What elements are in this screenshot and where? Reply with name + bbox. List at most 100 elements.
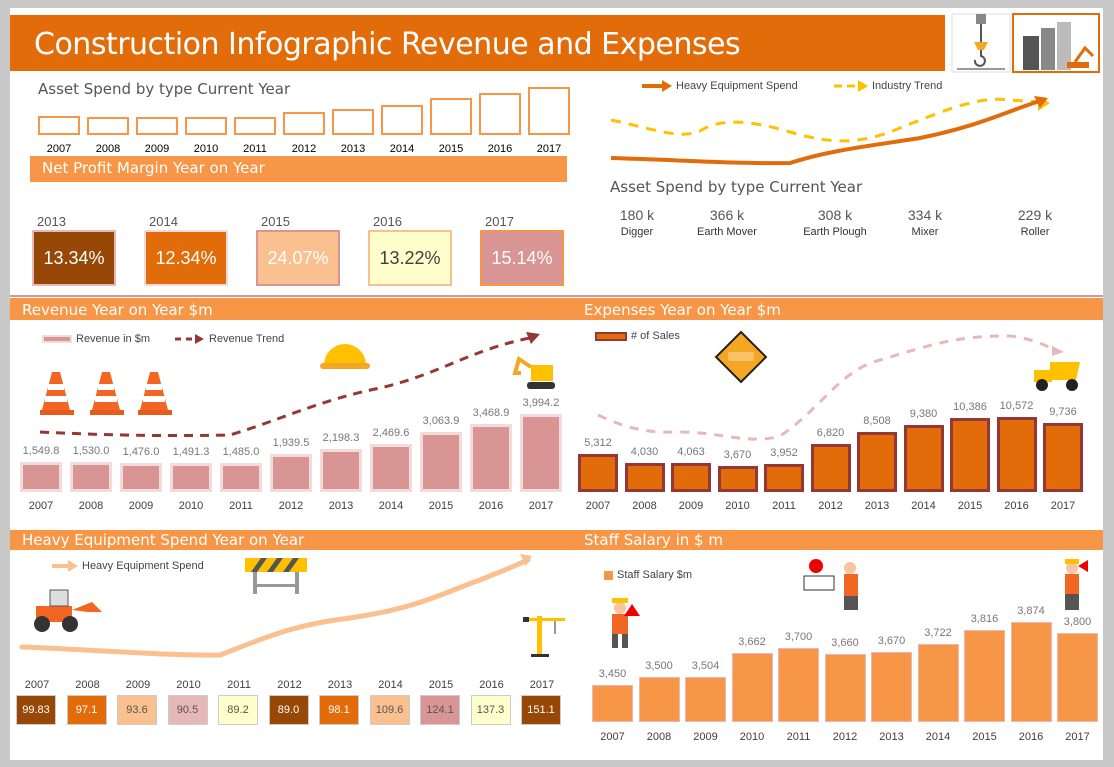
legend-salary: Staff Salary $m xyxy=(604,569,692,581)
bar xyxy=(964,630,1005,722)
bar xyxy=(1043,422,1083,492)
heavy-year: 2012 xyxy=(277,679,302,691)
bar xyxy=(592,684,633,722)
asset-value: 229 k xyxy=(1017,207,1053,223)
bar xyxy=(903,425,944,492)
bar xyxy=(810,443,851,492)
x-tick-label: 2016 xyxy=(478,500,504,512)
legend-label: Heavy Equipment Spend xyxy=(82,560,204,572)
data-label: 3,500 xyxy=(645,660,673,673)
bar xyxy=(520,414,562,492)
data-label: 3,874 xyxy=(1017,604,1045,617)
heavy-value: 97.1 xyxy=(66,695,107,725)
data-label: 2,469.6 xyxy=(372,426,410,439)
data-label: 3,722 xyxy=(924,627,952,640)
x-tick-label: 2012 xyxy=(278,500,304,512)
construction-site-icon xyxy=(1012,13,1100,73)
asset-mini-year: 2013 xyxy=(340,143,366,155)
data-label: 1,530.0 xyxy=(72,445,110,458)
heavy-year: 2010 xyxy=(176,679,201,691)
salary-band: Staff Salary in $ m xyxy=(584,531,723,549)
asset-types-title: Asset Spend by type Current Year xyxy=(610,178,863,196)
x-tick-label: 2011 xyxy=(772,500,796,512)
heavy-band: Heavy Equipment Spend Year on Year xyxy=(10,530,1103,550)
kpi-year: 2015 xyxy=(261,214,290,229)
legend-heavy: Heavy Equipment Spend xyxy=(52,560,204,572)
traffic-cone-icon xyxy=(90,372,124,415)
asset-type-mixer: 334 k Mixer xyxy=(880,207,970,238)
legend-label: Heavy Equipment Spend xyxy=(676,80,798,92)
heavy-year: 2011 xyxy=(227,679,251,691)
legend-label: # of Sales xyxy=(631,330,680,342)
bar xyxy=(917,644,959,722)
heavy-year: 2016 xyxy=(479,679,504,691)
asset-type-earth-plough: 308 k Earth Plough xyxy=(790,207,880,238)
divider xyxy=(10,295,1103,297)
excavator-icon xyxy=(512,355,555,389)
data-label: 10,386 xyxy=(953,401,987,414)
heavy-year: 2009 xyxy=(125,679,151,691)
data-label: 9,380 xyxy=(909,408,938,421)
kpi-value: 12.34% xyxy=(144,230,228,286)
data-label: 8,508 xyxy=(863,414,891,427)
legend-heavy-equipment: Heavy Equipment Spend xyxy=(642,80,798,92)
data-label: 10,572 xyxy=(999,400,1034,413)
hard-hat-icon xyxy=(320,344,370,369)
tower-crane-icon xyxy=(523,616,565,657)
bar xyxy=(70,462,112,492)
x-tick-label: 2017 xyxy=(1050,500,1076,512)
bar xyxy=(778,647,819,722)
x-tick-label: 2011 xyxy=(786,731,811,743)
asset-value: 180 k xyxy=(619,207,655,223)
x-tick-label: 2015 xyxy=(972,731,997,743)
x-tick-label: 2016 xyxy=(1018,731,1044,743)
x-tick-label: 2013 xyxy=(328,500,354,512)
data-label: 1,939.5 xyxy=(272,437,310,450)
bar xyxy=(871,652,912,722)
industry-trend-line xyxy=(610,97,1041,143)
traffic-cone-icon xyxy=(40,372,74,415)
legend-label: Revenue Trend xyxy=(209,333,285,345)
asset-mini-year: 2009 xyxy=(144,143,170,155)
asset-mini-year: 2014 xyxy=(389,143,415,155)
data-label: 4,030 xyxy=(630,446,659,459)
data-label: 9,736 xyxy=(1049,405,1077,418)
kpi-value: 13.22% xyxy=(368,230,452,286)
asset-mini-bar xyxy=(479,93,521,135)
net-profit-band: Net Profit Margin Year on Year xyxy=(30,156,567,182)
data-label: 3,504 xyxy=(691,659,720,672)
bar xyxy=(857,431,897,492)
heavy-value: 98.1 xyxy=(319,695,359,725)
x-tick-label: 2010 xyxy=(725,500,750,512)
asset-name: Earth Plough xyxy=(803,226,867,238)
data-label: 3,670 xyxy=(877,635,906,648)
heavy-year: 2014 xyxy=(378,679,403,691)
legend-swatch xyxy=(604,570,613,580)
legend-swatch xyxy=(42,335,72,343)
data-label: 2,198.3 xyxy=(322,432,360,445)
bar xyxy=(638,677,680,722)
bar xyxy=(1057,632,1098,722)
kpi-value: 24.07% xyxy=(256,230,340,286)
bar xyxy=(950,418,990,492)
asset-value: 366 k xyxy=(709,207,745,223)
x-tick-label: 2014 xyxy=(925,731,951,743)
x-tick-label: 2007 xyxy=(600,731,625,743)
bar xyxy=(220,463,262,492)
bar xyxy=(671,463,711,492)
bar xyxy=(270,454,312,492)
heavy-year: 2013 xyxy=(327,679,353,691)
asset-mini-year: 2008 xyxy=(95,143,121,155)
kpi-year: 2016 xyxy=(373,214,402,229)
worker-megaphone-icon xyxy=(1065,559,1088,610)
bar xyxy=(731,653,773,722)
data-label: 3,063.9 xyxy=(422,415,460,428)
x-tick-label: 2014 xyxy=(911,500,936,512)
legend-revenue: Revenue in $m xyxy=(42,333,150,345)
asset-mini-bar xyxy=(38,116,80,135)
data-label: 3,700 xyxy=(784,630,813,643)
bar xyxy=(170,462,212,492)
